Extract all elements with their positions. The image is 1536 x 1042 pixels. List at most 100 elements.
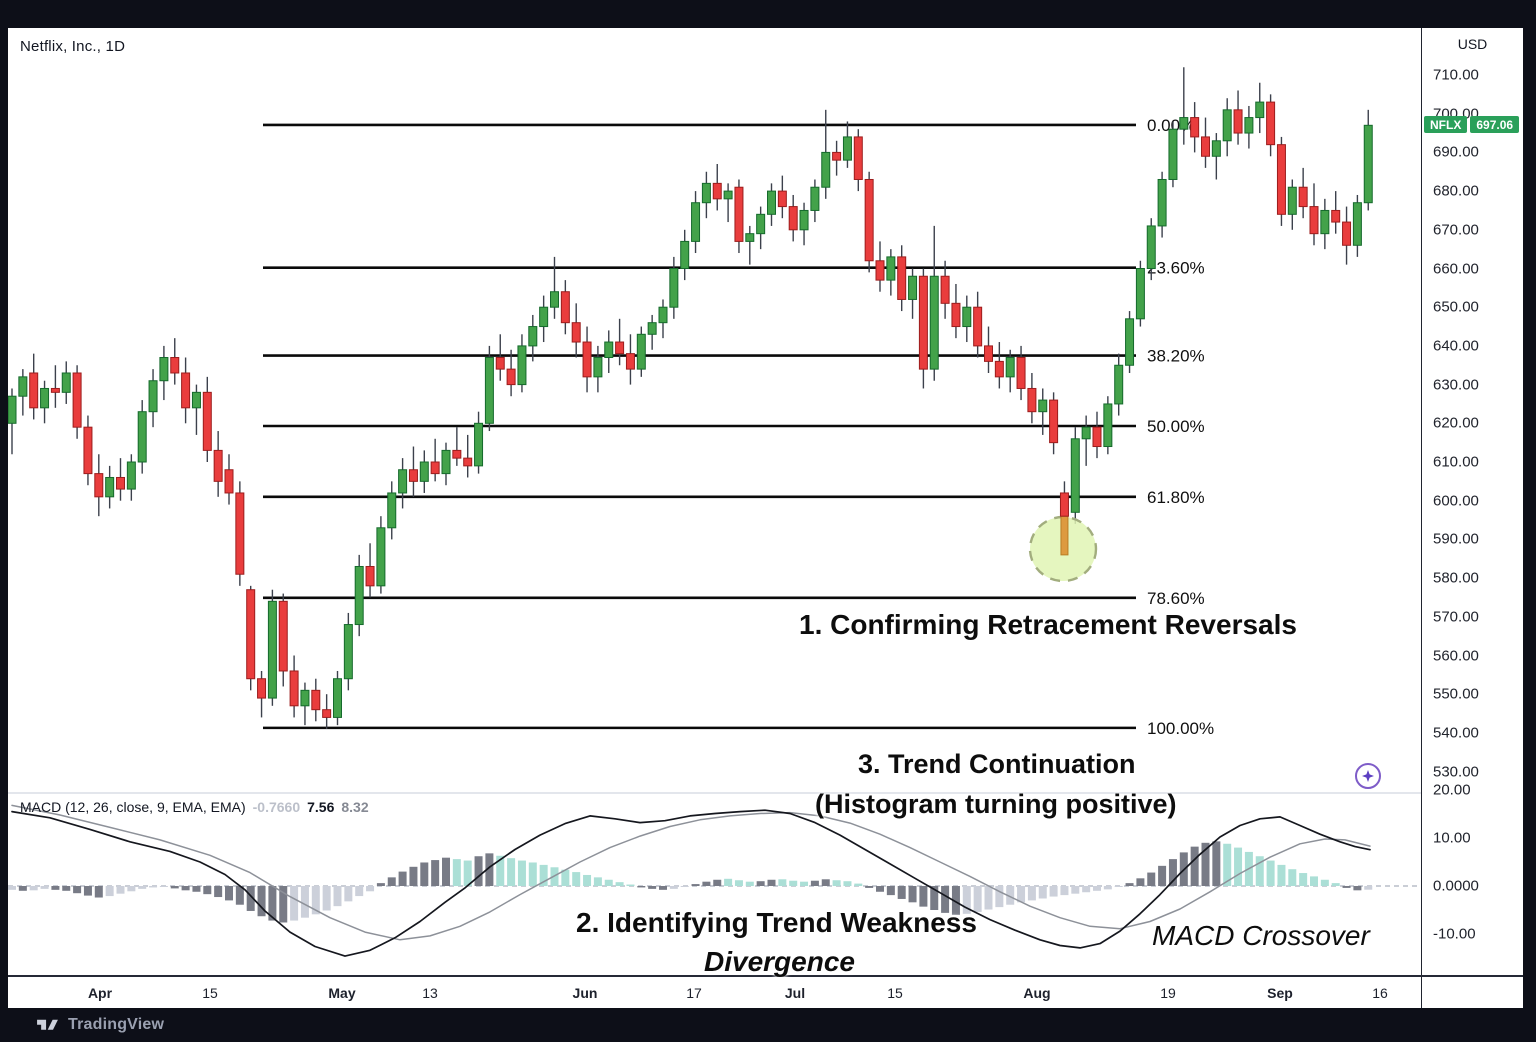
macd-histogram-bar (1223, 843, 1232, 886)
candle-body (560, 291, 570, 324)
macd-histogram-bar (1266, 860, 1275, 886)
candle-body (474, 422, 484, 467)
candle-body (1125, 318, 1135, 366)
macd-histogram-bar (138, 886, 147, 889)
annotation-divergence[interactable]: Divergence (704, 946, 855, 977)
candle-body (1005, 357, 1015, 378)
candle-body (647, 322, 657, 335)
candle-body (40, 387, 50, 409)
candle-body (495, 357, 505, 370)
time-axis-label: Apr (87, 984, 113, 1001)
candle-body (289, 670, 299, 707)
candle-body (159, 357, 169, 382)
candle-body (973, 306, 983, 347)
chart-plot-area[interactable]: 0.00%23.60%38.20%50.00%61.80%78.60%100.0… (8, 28, 1421, 975)
candle-body (767, 190, 776, 215)
time-axis-label: 19 (1160, 984, 1176, 1001)
macd-histogram-bar (322, 886, 331, 911)
candle-body (506, 368, 516, 386)
macd-histogram-bar (1353, 886, 1362, 891)
candle-body (1233, 109, 1243, 134)
tradingview-brand-text: TradingView (68, 1016, 165, 1033)
candle-body (788, 206, 798, 231)
candle-body (1244, 117, 1254, 134)
candle-body (1157, 178, 1167, 227)
annotation-trend-continuation[interactable]: 3. Trend Continuation (858, 749, 1136, 779)
candle-body (1179, 117, 1189, 130)
macd-histogram-bar (1103, 886, 1112, 890)
macd-histogram-bar (1212, 841, 1221, 886)
price-axis[interactable]: USD 710.00 700.00 690.00 680.00 670.00 660.00… (1421, 28, 1523, 1008)
candle-body (300, 689, 310, 707)
candle-body (463, 457, 473, 467)
macd-histogram-bar (29, 886, 38, 891)
candle-body (853, 136, 863, 180)
macd-histogram-bar (832, 880, 841, 886)
candle-body (408, 469, 418, 482)
macd-histogram-bar (724, 878, 733, 886)
price-tick: 590.00 (1433, 530, 1479, 548)
macd-histogram-bar (1331, 883, 1340, 886)
macd-legend[interactable]: MACD (12, 26, close, 9, EMA, EMA) -0.7660… (20, 799, 369, 815)
candle-body (1352, 202, 1362, 246)
macd-histogram-bar (203, 886, 212, 895)
macd-histogram-bar (756, 881, 765, 886)
annotation-macd-crossover[interactable]: MACD Crossover (1152, 920, 1370, 951)
candle-body (213, 449, 223, 482)
candle-body (343, 624, 353, 680)
macd-histogram-bar (496, 855, 505, 886)
macd-histogram-bar (604, 879, 613, 886)
time-axis-label: 13 (422, 984, 438, 1001)
candle-body (940, 275, 950, 304)
candle-body (821, 151, 831, 188)
candle-body (886, 256, 896, 281)
time-axis-label: 17 (686, 984, 702, 1001)
annotation-trend-weakness[interactable]: 2. Identifying Trend Weakness (576, 907, 977, 938)
candle-body (1276, 144, 1286, 215)
macd-main-line (11, 809, 1371, 957)
candle-body (267, 600, 277, 699)
candle-body (105, 476, 115, 498)
candle-body (1114, 364, 1124, 405)
candle-body (810, 186, 820, 211)
macd-histogram-bar (984, 886, 993, 910)
symbol-legend[interactable]: Netflix, Inc., 1D (20, 38, 126, 55)
last-price-badge: NFLX 697.06 (1424, 116, 1520, 134)
macd-histogram-bar (572, 872, 581, 886)
time-axis-label: 15 (202, 984, 218, 1001)
sparkle-button[interactable] (1355, 763, 1381, 789)
annotation-histogram-positive[interactable]: (Histogram turning positive) (815, 789, 1177, 819)
candle-body (126, 461, 136, 490)
macd-histogram-bar (1299, 873, 1308, 886)
candle-body (72, 372, 82, 428)
macd-histogram-bar (94, 886, 103, 898)
time-axis[interactable]: Apr 15 May 13 Jun 17 Jul 15 Aug 19 Sep 16 (8, 975, 1421, 1008)
candle-body (1201, 136, 1210, 157)
candle-body (1027, 387, 1037, 413)
macd-histogram-bar (539, 864, 548, 886)
macd-histogram-bar (311, 886, 320, 915)
macd-histogram-bar (1190, 846, 1199, 886)
price-tick: 690.00 (1433, 143, 1479, 161)
candle-body (1342, 221, 1352, 246)
macd-histogram-bar (713, 879, 722, 886)
candle-body (116, 476, 125, 490)
macd-histogram-bar (886, 886, 895, 896)
candle-body (50, 387, 60, 393)
macd-histogram-bar (1201, 842, 1210, 886)
candle-body (745, 233, 755, 242)
candle-body (430, 461, 440, 475)
candle-body (864, 178, 874, 262)
price-tick: 640.00 (1433, 337, 1479, 355)
macd-histogram-bar (1125, 883, 1134, 886)
candle-body (593, 357, 603, 378)
candle-body (1049, 399, 1059, 444)
tradingview-attribution[interactable]: TradingView (36, 1016, 164, 1034)
macd-histogram-bar (1060, 886, 1069, 896)
candle-body (723, 190, 733, 200)
macd-histogram-bar (745, 881, 754, 886)
annotation-retracement-reversals[interactable]: 1. Confirming Retracement Reversals (799, 609, 1297, 640)
candle-body (246, 589, 256, 680)
pane-separator[interactable] (8, 792, 1421, 794)
